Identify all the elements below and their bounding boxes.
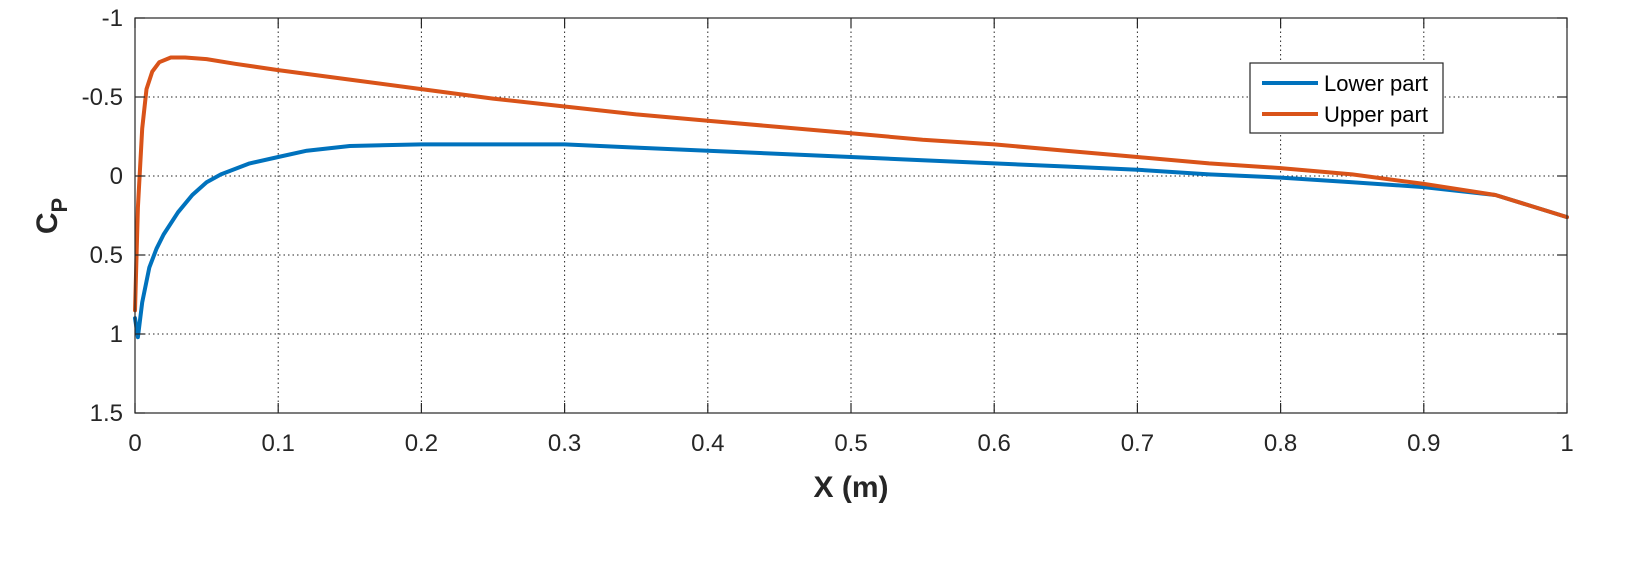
legend: Lower part Upper part bbox=[1249, 62, 1444, 134]
legend-label-upper-part: Upper part bbox=[1324, 102, 1428, 127]
x-tick-label: 0.2 bbox=[405, 430, 438, 457]
grid bbox=[135, 18, 1567, 413]
y-tick-label: 1 bbox=[110, 321, 123, 348]
y-axis-label: CP bbox=[31, 198, 72, 234]
x-tick-label: 1 bbox=[1560, 430, 1573, 457]
ticks bbox=[134, 17, 1568, 414]
y-tick-label: -0.5 bbox=[82, 84, 123, 111]
y-axis-label-subscript: P bbox=[47, 198, 72, 213]
series-line-upper-part bbox=[133, 55, 1569, 313]
x-tick-label: 0.8 bbox=[1264, 430, 1297, 457]
x-tick-label: 0.3 bbox=[548, 430, 581, 457]
y-tick-label: 1.5 bbox=[90, 400, 123, 427]
y-axis-label-main: C bbox=[31, 213, 64, 235]
x-tick-label: 0 bbox=[128, 430, 141, 457]
x-tick-label: 0.1 bbox=[262, 430, 295, 457]
legend-label-lower-part: Lower part bbox=[1324, 71, 1428, 96]
y-tick-label: 0.5 bbox=[90, 242, 123, 269]
x-axis-label: X (m) bbox=[814, 471, 889, 504]
y-tick-label: -1 bbox=[102, 5, 123, 32]
x-tick-label: 0.4 bbox=[691, 430, 724, 457]
series-line-lower-part bbox=[133, 142, 1569, 340]
x-tick-label: 0.7 bbox=[1121, 430, 1154, 457]
legend-box bbox=[1249, 62, 1444, 134]
x-tick-label: 0.6 bbox=[978, 430, 1011, 457]
series-layer bbox=[133, 55, 1569, 340]
tick-labels: 0 0.1 0.2 0.3 0.4 0.5 0.6 0.7 0.8 0.9 1 -1 -0.5 0 0.5 1… bbox=[82, 5, 1574, 457]
y-tick-label: 0 bbox=[110, 163, 123, 190]
x-tick-label: 0.9 bbox=[1407, 430, 1440, 457]
x-tick-label: 0.5 bbox=[834, 430, 867, 457]
